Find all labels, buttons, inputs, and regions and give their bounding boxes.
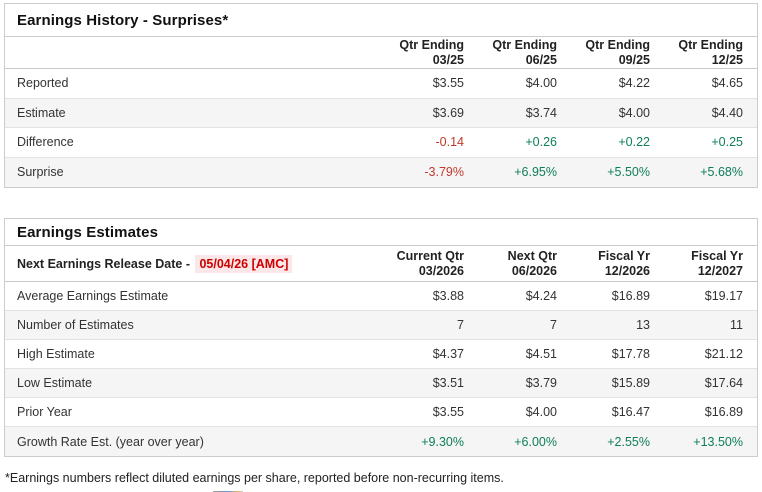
column-header-current-qtr: Current Qtr 03/2026	[396, 248, 464, 278]
earnings-estimates-header-row: Next Earnings Release Date - 05/04/26 [A…	[5, 246, 757, 282]
table-row-prior-year: Prior Year $3.55 $4.00 $16.47 $16.89	[5, 398, 757, 427]
cell-value: 13	[636, 318, 650, 332]
column-header-qtr-1225: Qtr Ending 12/25	[678, 37, 743, 67]
cell-value: +0.22	[618, 135, 650, 150]
column-header-fiscal-yr-2026: Fiscal Yr 12/2026	[598, 248, 650, 278]
row-label: Number of Estimates	[17, 318, 134, 332]
cell-value: $17.64	[704, 376, 743, 390]
cell-value: +9.30%	[421, 434, 464, 449]
cell-value: $4.65	[711, 76, 743, 91]
cell-value: +5.50%	[607, 165, 650, 180]
cell-value: $3.55	[432, 405, 464, 419]
earnings-estimates-title: Earnings Estimates	[5, 219, 757, 246]
row-label: Difference	[17, 135, 74, 150]
cell-value: +6.00%	[514, 434, 557, 449]
table-row-number-of-estimates: Number of Estimates 7 7 13 11	[5, 311, 757, 340]
table-row-surprise: Surprise -3.79% +6.95% +5.50% +5.68%	[5, 157, 757, 187]
earnings-history-table: Earnings History - Surprises* Qtr Ending…	[4, 3, 758, 188]
cell-value: $3.69	[432, 105, 464, 120]
row-label: Growth Rate Est. (year over year)	[17, 434, 204, 449]
row-label: Estimate	[17, 105, 66, 120]
next-earnings-release: Next Earnings Release Date - 05/04/26 [A…	[5, 254, 385, 273]
cell-value: -3.79%	[424, 165, 464, 180]
table-row-high-estimate: High Estimate $4.37 $4.51 $17.78 $21.12	[5, 340, 757, 369]
table-row-reported: Reported $3.55 $4.00 $4.22 $4.65	[5, 69, 757, 99]
cell-value: $16.89	[611, 289, 650, 303]
cell-value: +5.68%	[700, 165, 743, 180]
cell-value: $15.89	[611, 376, 650, 390]
row-label: High Estimate	[17, 347, 95, 361]
column-header-qtr-0325: Qtr Ending 03/25	[399, 37, 464, 67]
column-header-next-qtr: Next Qtr 06/2026	[507, 248, 557, 278]
release-date-value: 05/04/26 [AMC]	[195, 254, 293, 273]
cell-value: $4.00	[525, 76, 557, 91]
cell-value: $3.79	[525, 376, 557, 390]
earnings-history-header-row: Qtr Ending 03/25 Qtr Ending 06/25 Qtr En…	[5, 37, 757, 69]
release-date-label: Next Earnings Release Date -	[17, 256, 194, 271]
cell-value: $4.22	[618, 76, 650, 91]
cell-value: $17.78	[611, 347, 650, 361]
cell-value: $16.47	[611, 405, 650, 419]
earnings-estimates-table: Earnings Estimates Next Earnings Release…	[4, 218, 758, 457]
row-label: Surprise	[17, 165, 64, 180]
table-row-low-estimate: Low Estimate $3.51 $3.79 $15.89 $17.64	[5, 369, 757, 398]
earnings-footnote: *Earnings numbers reflect diluted earnin…	[5, 471, 504, 485]
cell-value: $4.37	[432, 347, 464, 361]
table-row-growth-rate-est: Growth Rate Est. (year over year) +9.30%…	[5, 427, 757, 456]
cell-value: $21.12	[704, 347, 743, 361]
table-row-difference: Difference -0.14 +0.26 +0.22 +0.25	[5, 128, 757, 158]
cell-value: -0.14	[435, 135, 465, 150]
row-label: Low Estimate	[17, 376, 93, 390]
table-row-estimate: Estimate $3.69 $3.74 $4.00 $4.40	[5, 98, 757, 128]
cell-value: +0.25	[711, 135, 743, 150]
cell-value: +2.55%	[607, 434, 650, 449]
cell-value: $4.00	[525, 405, 557, 419]
cell-value: 7	[457, 318, 464, 332]
row-label: Reported	[17, 76, 69, 91]
cell-value: $4.51	[525, 347, 557, 361]
column-header-qtr-0925: Qtr Ending 09/25	[585, 37, 650, 67]
cell-value: $3.55	[432, 76, 464, 91]
row-label: Prior Year	[17, 405, 72, 419]
row-label: Average Earnings Estimate	[17, 289, 169, 303]
cell-value: $16.89	[704, 405, 743, 419]
cell-value: $19.17	[704, 289, 743, 303]
cell-value: $3.51	[432, 376, 464, 390]
earnings-history-title: Earnings History - Surprises*	[5, 4, 757, 37]
table-row-average-earnings-estimate: Average Earnings Estimate $3.88 $4.24 $1…	[5, 282, 757, 311]
cell-value: $3.74	[525, 105, 557, 120]
cell-value: +13.50%	[693, 434, 743, 449]
column-header-qtr-0625: Qtr Ending 06/25	[492, 37, 557, 67]
cell-value: $4.40	[711, 105, 743, 120]
cell-value: +6.95%	[514, 165, 557, 180]
cell-value: +0.26	[525, 135, 557, 150]
cell-value: $3.88	[432, 289, 464, 303]
cell-value: $4.24	[525, 289, 557, 303]
cell-value: $4.00	[618, 105, 650, 120]
cell-value: 7	[550, 318, 557, 332]
cell-value: 11	[730, 318, 743, 332]
column-header-fiscal-yr-2027: Fiscal Yr 12/2027	[691, 248, 743, 278]
